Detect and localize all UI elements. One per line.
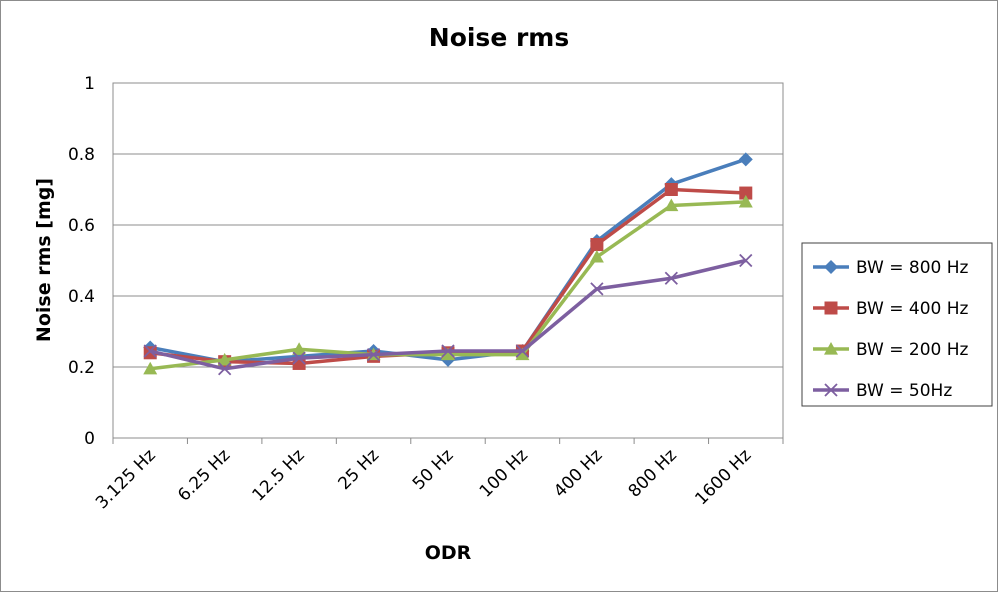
data-point-marker [739,253,753,268]
y-tick-label: 0.4 [68,287,95,307]
legend-label: BW = 400 Hz [856,299,969,319]
series-lines [143,152,753,376]
data-point-marker [515,347,530,361]
y-tick-label: 0.6 [68,216,95,236]
data-point-marker [143,344,157,358]
y-tick-label: 0 [84,429,95,449]
legend-label: BW = 800 Hz [856,258,969,278]
x-tick-label: 400 Hz [550,445,606,501]
data-point-marker [366,347,381,362]
data-point-marker [218,362,232,376]
x-axis-title: ODR [425,542,472,564]
y-tick-label: 0.2 [68,358,95,378]
x-tick-label: 1600 Hz [691,445,755,509]
y-tick-label: 0.8 [68,145,95,165]
x-tick-label: 6.25 Hz [174,445,234,505]
legend: BW = 800 Hz BW = 400 Hz BW = 200 Hz BW = 50… [801,242,993,407]
chart-title: Noise rms [429,23,569,52]
gridlines [113,153,783,368]
data-point-marker [590,282,604,296]
x-tick-label: 12.5 Hz [249,445,309,505]
x-axis-ticks: 3.125 Hz 6.25 Hz 12.5 Hz 25 Hz 50 Hz 100 Hz 40… [92,438,784,513]
data-point-marker [292,351,306,365]
data-point-marker [441,347,455,361]
data-point-marker [739,186,753,200]
data-point-marker [515,344,530,358]
y-tick-label: 1 [84,74,95,94]
data-point-marker [292,342,307,355]
data-point-marker [217,352,232,366]
series-group [143,253,753,376]
data-point-marker [738,152,753,167]
legend-swatch-marker [824,301,838,315]
legend-label: BW = 50Hz [856,381,952,401]
x-tick-label: 3.125 Hz [92,445,160,513]
data-point-marker [664,198,679,212]
y-axis-title: Noise rms [mg] [33,178,55,342]
plot-area [112,82,784,439]
data-point-marker [589,249,604,263]
data-point-marker [664,271,678,285]
legend-swatch-marker [824,260,838,274]
data-point-marker [664,183,678,196]
data-point-marker [590,238,604,252]
x-tick-label: 100 Hz [476,445,532,501]
y-axis-ticks: 0 0.2 0.4 0.6 0.8 1 [68,74,95,449]
legend-swatch-marker [824,383,838,397]
data-point-marker [738,194,753,208]
legend-label: BW = 200 Hz [856,340,969,360]
data-point-marker [143,361,158,375]
x-tick-label: 50 Hz [409,445,458,494]
legend-swatch-marker [824,342,838,355]
x-tick-label: 25 Hz [334,445,383,494]
data-point-marker [441,344,455,358]
x-tick-label: 800 Hz [625,445,681,501]
